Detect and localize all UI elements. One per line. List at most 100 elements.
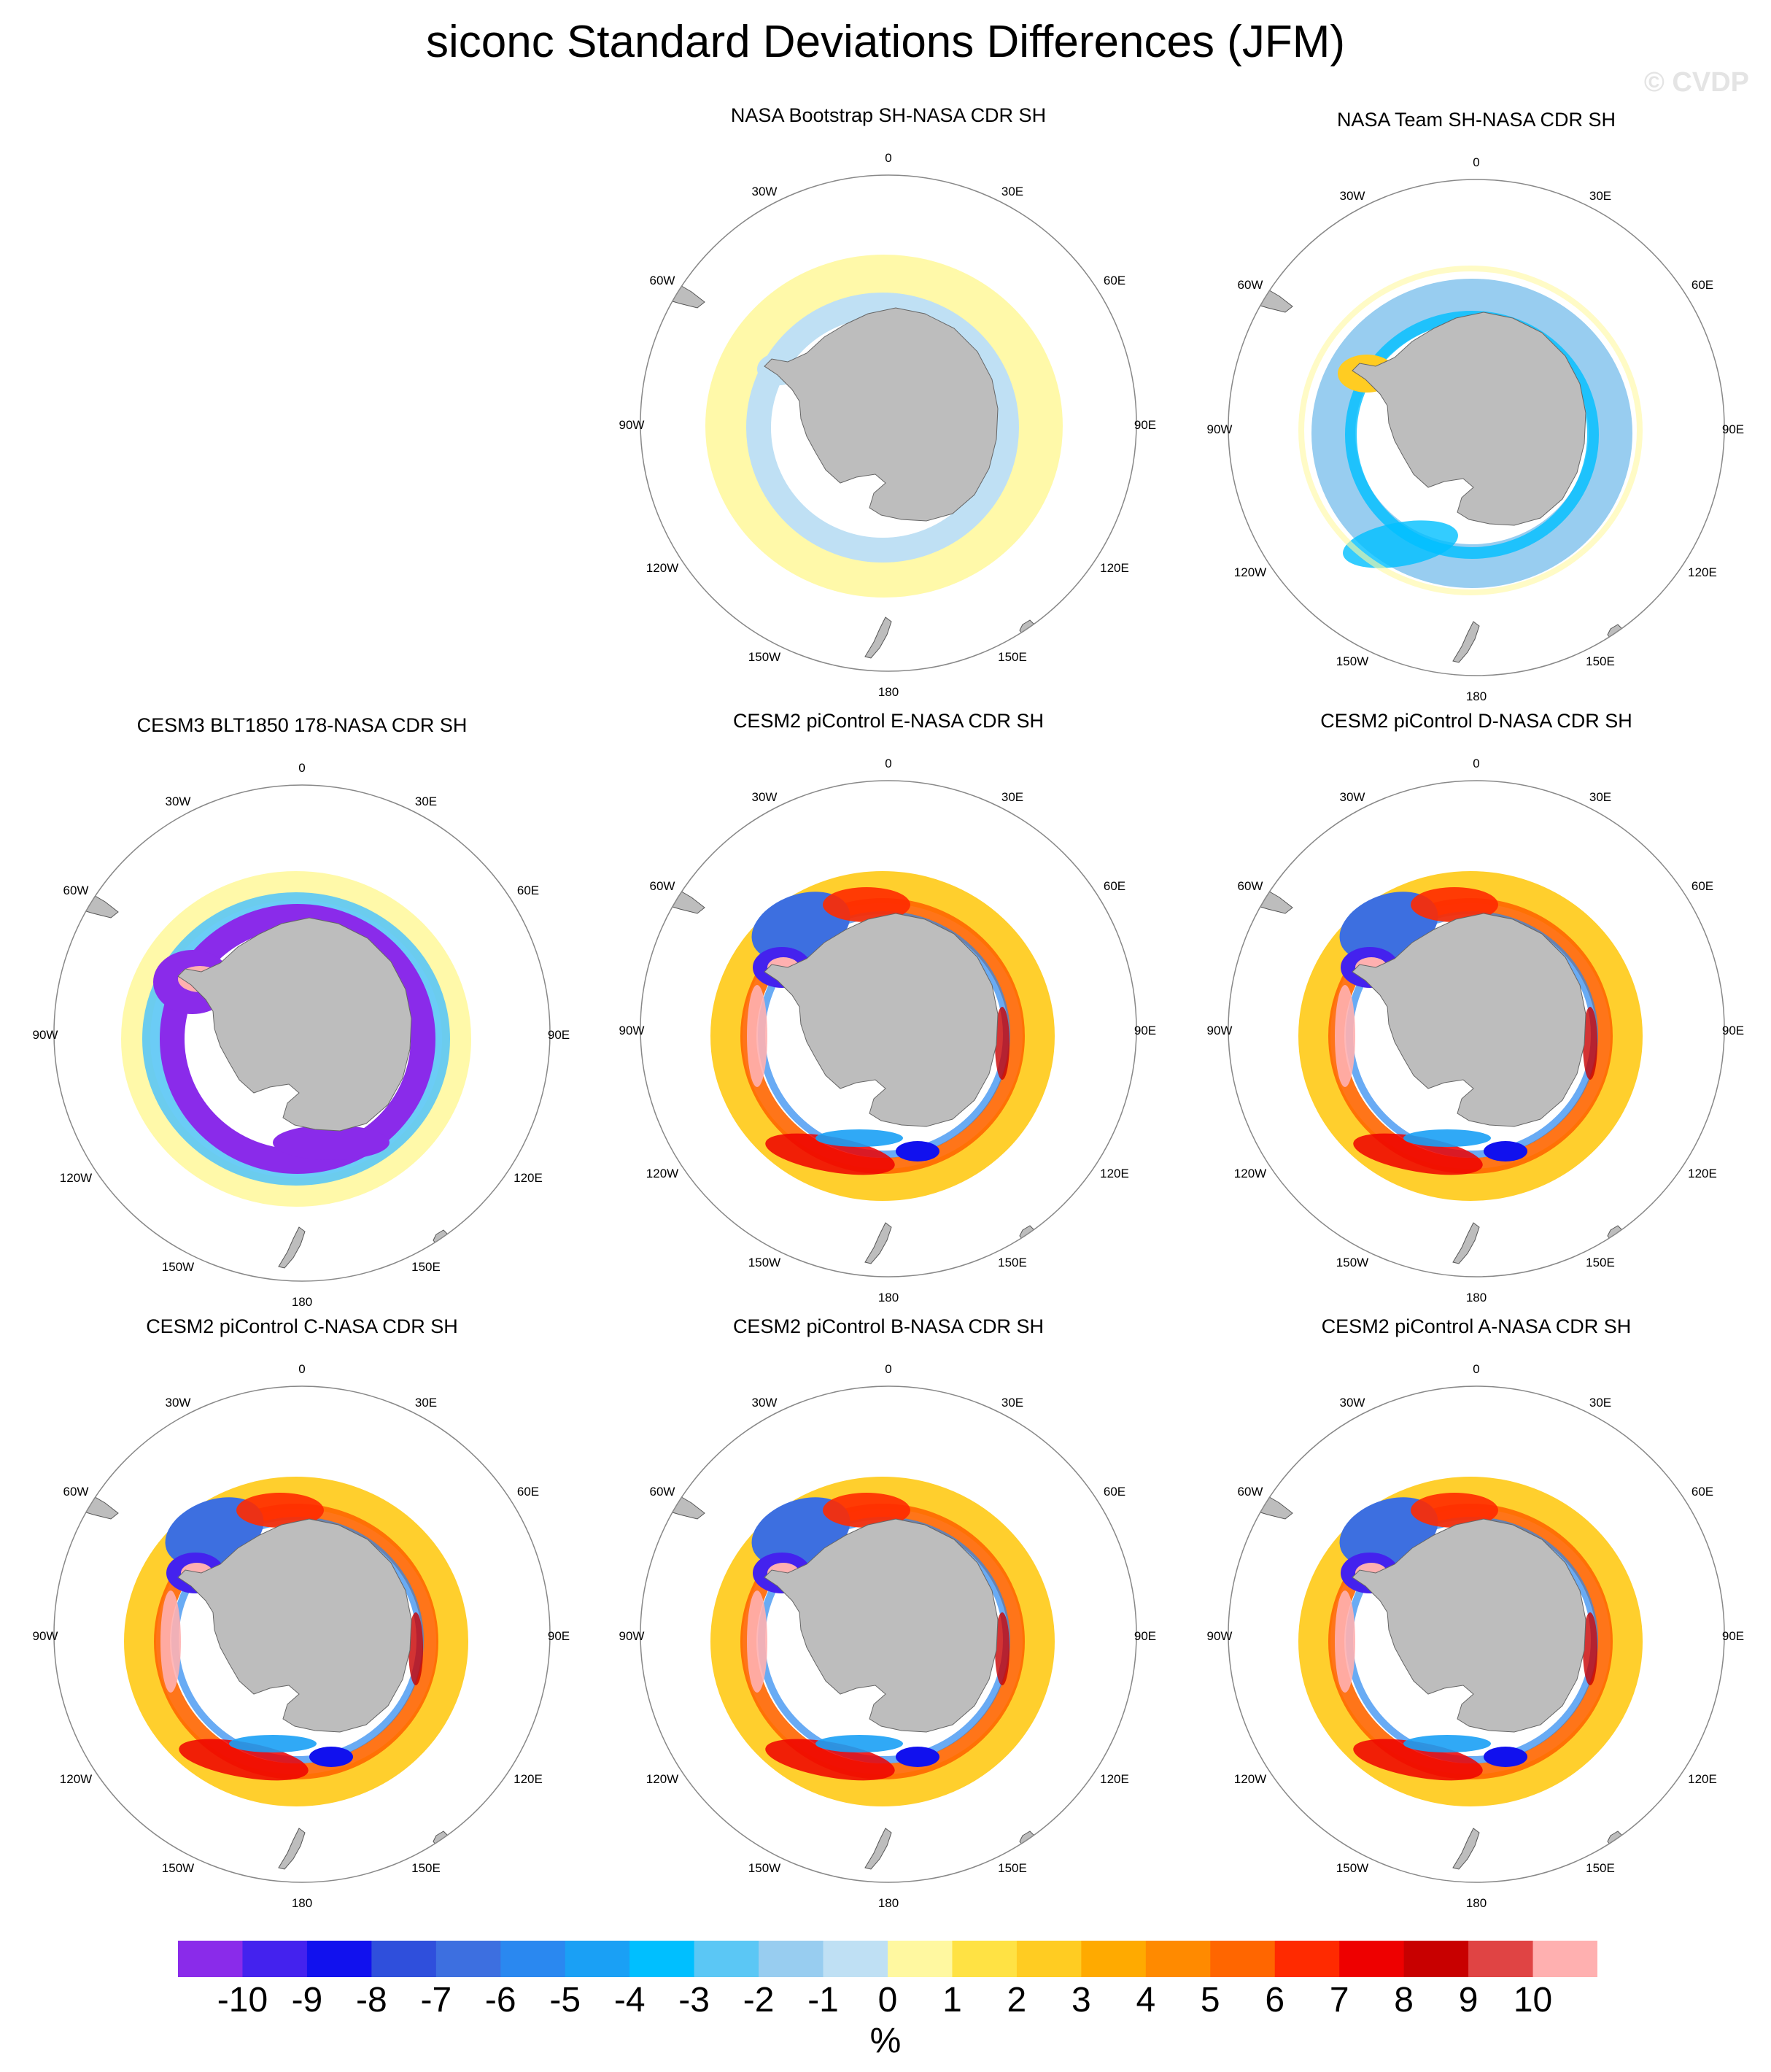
longitude-label: 150E (411, 1260, 441, 1274)
longitude-label: 180 (1466, 1896, 1487, 1910)
longitude-label: 150E (998, 1256, 1027, 1269)
landmass (1452, 1222, 1480, 1264)
colorbar-swatch (759, 1941, 824, 1977)
landmass (864, 616, 892, 659)
longitude-label: 180 (878, 1291, 899, 1304)
longitude-label: 30E (1001, 790, 1023, 804)
longitude-label: 60E (1691, 879, 1713, 893)
antarctica-landmass (1352, 312, 1586, 526)
longitude-label: 60W (1238, 879, 1263, 893)
longitude-label: 90E (548, 1028, 570, 1042)
longitude-label: 90E (1722, 1024, 1744, 1037)
longitude-label: 150E (998, 1861, 1027, 1875)
colorbar-tick-label: -2 (743, 1981, 775, 2019)
polar-map: 0 30E 60E 90E 120E 150E 180 150W 120W 90W 60W 30W (1207, 155, 1745, 703)
longitude-label: 180 (1466, 1291, 1487, 1304)
longitude-label: 120W (646, 1772, 678, 1786)
colorbar-tick-label: -4 (613, 1981, 646, 2019)
polar-map: 0 30E 60E 90E 120E 150E 180 150W 120W 90W 60W 30W (619, 151, 1157, 699)
antarctica-landmass (1352, 913, 1586, 1127)
longitude-label: 120E (514, 1171, 543, 1185)
longitude-label: 120W (1234, 1167, 1266, 1180)
colorbar-tick-label: 1 (942, 1981, 962, 2019)
longitude-label: 60E (1691, 1485, 1713, 1499)
panel-title: CESM2 piControl D-NASA CDR SH (1320, 710, 1632, 732)
colorbar-swatch (1016, 1941, 1082, 1977)
longitude-label: 180 (292, 1896, 312, 1910)
polar-map: 0 30E 60E 90E 120E 150E 180 150W 120W 90W 60W 30W (33, 1362, 570, 1910)
longitude-label: 90E (1134, 1629, 1156, 1643)
colorbar-tick-label: 5 (1200, 1981, 1220, 2019)
longitude-label: 30E (1001, 1396, 1023, 1410)
longitude-label: 60E (1104, 879, 1125, 893)
colorbar-tick-label: -6 (484, 1981, 516, 2019)
colorbar-swatch (565, 1941, 630, 1977)
colorbar-tick-label: 10 (1513, 1981, 1553, 2019)
landmass (278, 1828, 306, 1870)
longitude-label: 0 (885, 1362, 891, 1376)
longitude-label: 60W (1238, 278, 1263, 292)
colorbar-swatch (306, 1941, 372, 1977)
colorbar-swatch (500, 1941, 566, 1977)
longitude-label: 0 (1473, 757, 1479, 770)
sea-ice-difference-field (1228, 1450, 1643, 1870)
longitude-label: 120W (60, 1772, 92, 1786)
longitude-label: 30E (415, 1396, 437, 1410)
longitude-label: 150E (998, 650, 1027, 664)
longitude-label: 90E (1722, 1629, 1744, 1643)
longitude-label: 90W (1207, 1629, 1233, 1643)
longitude-label: 150W (748, 1256, 780, 1269)
colorbar-swatch (178, 1941, 244, 1977)
colorbar-tick-label: -9 (291, 1981, 323, 2019)
map-panel-picontrol-d: CESM2 piControl D-NASA CDR SH 0 30E 60E 90E… (1192, 708, 1761, 1350)
longitude-label: 90E (1722, 422, 1744, 436)
longitude-label: 90W (33, 1028, 58, 1042)
longitude-label: 150W (748, 650, 780, 664)
longitude-label: 150W (1336, 654, 1368, 668)
longitude-label: 150E (1586, 1861, 1615, 1875)
colorbar-tick-label: -5 (549, 1981, 581, 2019)
longitude-label: 120E (1688, 1772, 1717, 1786)
colorbar-tick-label: -1 (807, 1981, 839, 2019)
colorbar-swatch (823, 1941, 888, 1977)
colorbar-swatch (435, 1941, 501, 1977)
longitude-label: 150E (411, 1861, 441, 1875)
polar-map: 0 30E 60E 90E 120E 150E 180 150W 120W 90W 60W 30W (619, 757, 1157, 1304)
colorbar-units: % (869, 2022, 902, 2060)
antarctica-landmass (764, 1518, 999, 1733)
longitude-label: 90E (1134, 1024, 1156, 1037)
colorbar-swatch (1081, 1941, 1147, 1977)
longitude-label: 120E (1100, 1772, 1129, 1786)
colorbar-tick-label: -3 (678, 1981, 710, 2019)
colorbar-swatch (1532, 1941, 1597, 1977)
longitude-label: 150W (1336, 1256, 1368, 1269)
longitude-label: 60E (1104, 1485, 1125, 1499)
colorbar-tick-label: 4 (1136, 1981, 1156, 2019)
antarctica-landmass (764, 913, 999, 1127)
longitude-label: 30E (1589, 1396, 1611, 1410)
longitude-label: 60W (650, 1485, 675, 1499)
panel-title: CESM2 piControl E-NASA CDR SH (732, 710, 1045, 732)
colorbar-tick-label: 0 (877, 1981, 898, 2019)
longitude-label: 30W (752, 185, 778, 198)
longitude-label: 90W (1207, 1024, 1233, 1037)
colorbar-swatch (1468, 1941, 1534, 1977)
longitude-label: 30E (1589, 790, 1611, 804)
colorbar-swatch (371, 1941, 437, 1977)
polar-map: 0 30E 60E 90E 120E 150E 180 150W 120W 90W 60W 30W (1207, 757, 1745, 1304)
longitude-label: 30E (1589, 189, 1611, 203)
longitude-label: 60W (650, 274, 675, 287)
landmass (864, 1828, 892, 1870)
polar-map: 0 30E 60E 90E 120E 150E 180 150W 120W 90W 60W 30W (1207, 1362, 1745, 1910)
colorbar-swatch (694, 1941, 759, 1977)
longitude-label: 180 (878, 1896, 899, 1910)
longitude-label: 180 (878, 685, 899, 699)
antarctica-landmass (764, 307, 999, 522)
panel-title: CESM2 piControl A-NASA CDR SH (1321, 1315, 1632, 1337)
panel-title: CESM2 piControl C-NASA CDR SH (146, 1315, 458, 1337)
longitude-label: 30W (752, 790, 778, 804)
longitude-label: 120E (1100, 561, 1129, 575)
longitude-label: 0 (298, 761, 305, 775)
colorbar-swatch (629, 1941, 695, 1977)
longitude-label: 90W (33, 1629, 58, 1643)
